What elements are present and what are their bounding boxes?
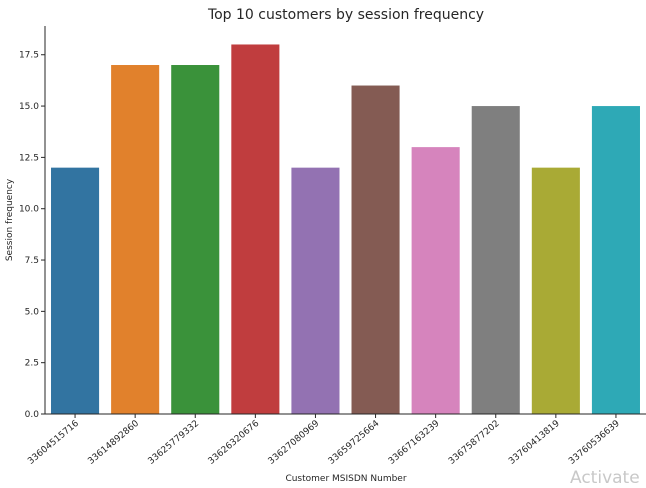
bar-33626320676 <box>231 44 280 414</box>
x-tick-label: 33614892860 <box>86 418 141 466</box>
bar-33675877202 <box>471 106 520 414</box>
bar-33760413819 <box>531 167 580 414</box>
y-tick-label: 17.5 <box>19 51 39 61</box>
bar-33625779332 <box>171 65 220 414</box>
chart-title: Top 10 customers by session frequency <box>207 7 484 23</box>
x-tick-label: 33626320676 <box>207 418 262 466</box>
x-tick-label: 33760413819 <box>507 418 562 466</box>
y-tick-label: 10.0 <box>19 205 39 215</box>
y-axis-label: Session frequency <box>5 178 15 261</box>
x-tick-label: 33625779332 <box>146 419 201 467</box>
x-tick-label: 33604515716 <box>26 418 81 466</box>
bar-33760536639 <box>591 106 640 414</box>
x-tick-label: 33659725664 <box>327 418 382 466</box>
x-axis-label: Customer MSISDN Number <box>285 474 406 484</box>
y-tick-label: 15.0 <box>19 102 39 112</box>
y-tick-label: 0.0 <box>25 410 40 420</box>
bar-33614892860 <box>111 65 160 414</box>
y-tick-label: 12.5 <box>19 153 39 163</box>
bar-33667163239 <box>411 147 460 414</box>
x-tick-label: 33760536639 <box>567 418 622 466</box>
y-axis-ticks: 0.0 2.5 5.0 7.5 10.0 12.5 15.0 17.5 <box>19 51 45 420</box>
x-tick-label: 33675877202 <box>447 419 502 467</box>
x-tick-label: 33627080969 <box>267 418 322 466</box>
x-axis-ticks: 33604515716 33614892860 33625779332 3362632… <box>26 414 622 467</box>
activate-windows-watermark: Activate <box>570 468 640 488</box>
y-tick-label: 7.5 <box>25 256 39 266</box>
bar-33659725664 <box>351 85 400 414</box>
bar-33627080969 <box>291 167 340 414</box>
y-tick-label: 5.0 <box>25 307 40 317</box>
bar-33604515716 <box>51 167 100 414</box>
x-tick-label: 33667163239 <box>387 418 442 466</box>
bars-group <box>51 44 640 414</box>
y-tick-label: 2.5 <box>25 359 39 369</box>
